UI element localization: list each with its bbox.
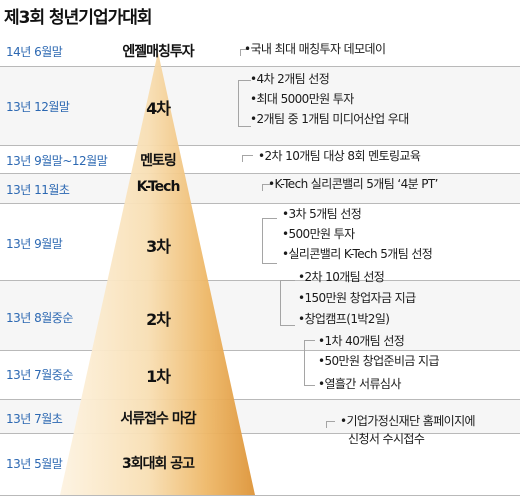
note-line: •50만원 창업준비금 지급	[318, 354, 440, 368]
row-stage: 4차	[146, 99, 171, 118]
note-bracket	[262, 184, 271, 191]
note-line: •2개팀 중 1개팀 미디어산업 우대	[250, 112, 409, 126]
note-line: •열흘간 서류심사	[318, 377, 401, 391]
pyramid-shape	[60, 52, 255, 495]
note-bracket	[304, 340, 315, 386]
row-stage: 엔젤매칭투자	[122, 44, 194, 60]
note-bracket	[280, 280, 295, 326]
band-row-5	[0, 281, 520, 351]
band-row-2	[0, 146, 520, 174]
note-line: •150만원 창업자금 지급	[298, 291, 416, 305]
row-date: 13년 7월초	[6, 412, 63, 426]
note-line: •K-Tech 실리콘밸리 5개팀 ‘4분 PT’	[268, 177, 438, 191]
band-row-1	[0, 67, 520, 146]
note-line: •2차 10개팀 선정	[298, 270, 385, 284]
band-row-3	[0, 174, 520, 204]
note-bracket	[240, 49, 249, 56]
band-row-4	[0, 204, 520, 281]
note-line: •3차 5개팀 선정	[282, 207, 362, 221]
note-line: •실리콘밸리 K-Tech 5개팀 선정	[282, 247, 433, 261]
row-date: 13년 7월중순	[6, 368, 73, 382]
row-stage: 서류접수 마감	[120, 411, 196, 427]
band-row-0	[0, 32, 520, 67]
row-date: 13년 5월말	[6, 457, 63, 471]
note-line: •2차 10개팀 대상 8회 멘토링교육	[258, 149, 421, 163]
note-line: •국내 최대 매칭투자 데모데이	[244, 42, 386, 56]
note-line: •기업가정신재단 홈페이지에	[340, 414, 476, 428]
note-bracket	[242, 155, 253, 162]
note-line: •창업캠프(1박2일)	[298, 312, 390, 326]
note-line: •4차 2개팀 선정	[250, 72, 330, 86]
note-line: 신청서 수시접수	[348, 432, 425, 446]
row-date: 13년 12월말	[6, 100, 70, 114]
note-bracket	[238, 80, 251, 127]
note-line: •최대 5000만원 투자	[250, 92, 354, 106]
row-date: 13년 11월초	[6, 183, 70, 197]
row-stage: 2차	[146, 310, 171, 329]
diagram-title: 제3회 청년기업가대회	[4, 8, 153, 28]
row-date: 14년 6월말	[6, 45, 63, 59]
note-bracket	[326, 421, 335, 428]
row-date: 13년 9월말~12월말	[6, 154, 108, 168]
row-stage: 3차	[146, 237, 171, 256]
row-date: 13년 8월중순	[6, 311, 73, 325]
row-stage: 멘토링	[140, 153, 177, 169]
row-date: 13년 9월말	[6, 237, 63, 251]
note-bracket	[262, 218, 277, 264]
note-line: •500만원 투자	[282, 227, 355, 241]
row-stage: 3회대회 공고	[121, 456, 195, 472]
note-line: •1차 40개팀 선정	[318, 334, 405, 348]
row-stage: K-Tech	[136, 179, 181, 195]
row-stage: 1차	[146, 367, 171, 386]
